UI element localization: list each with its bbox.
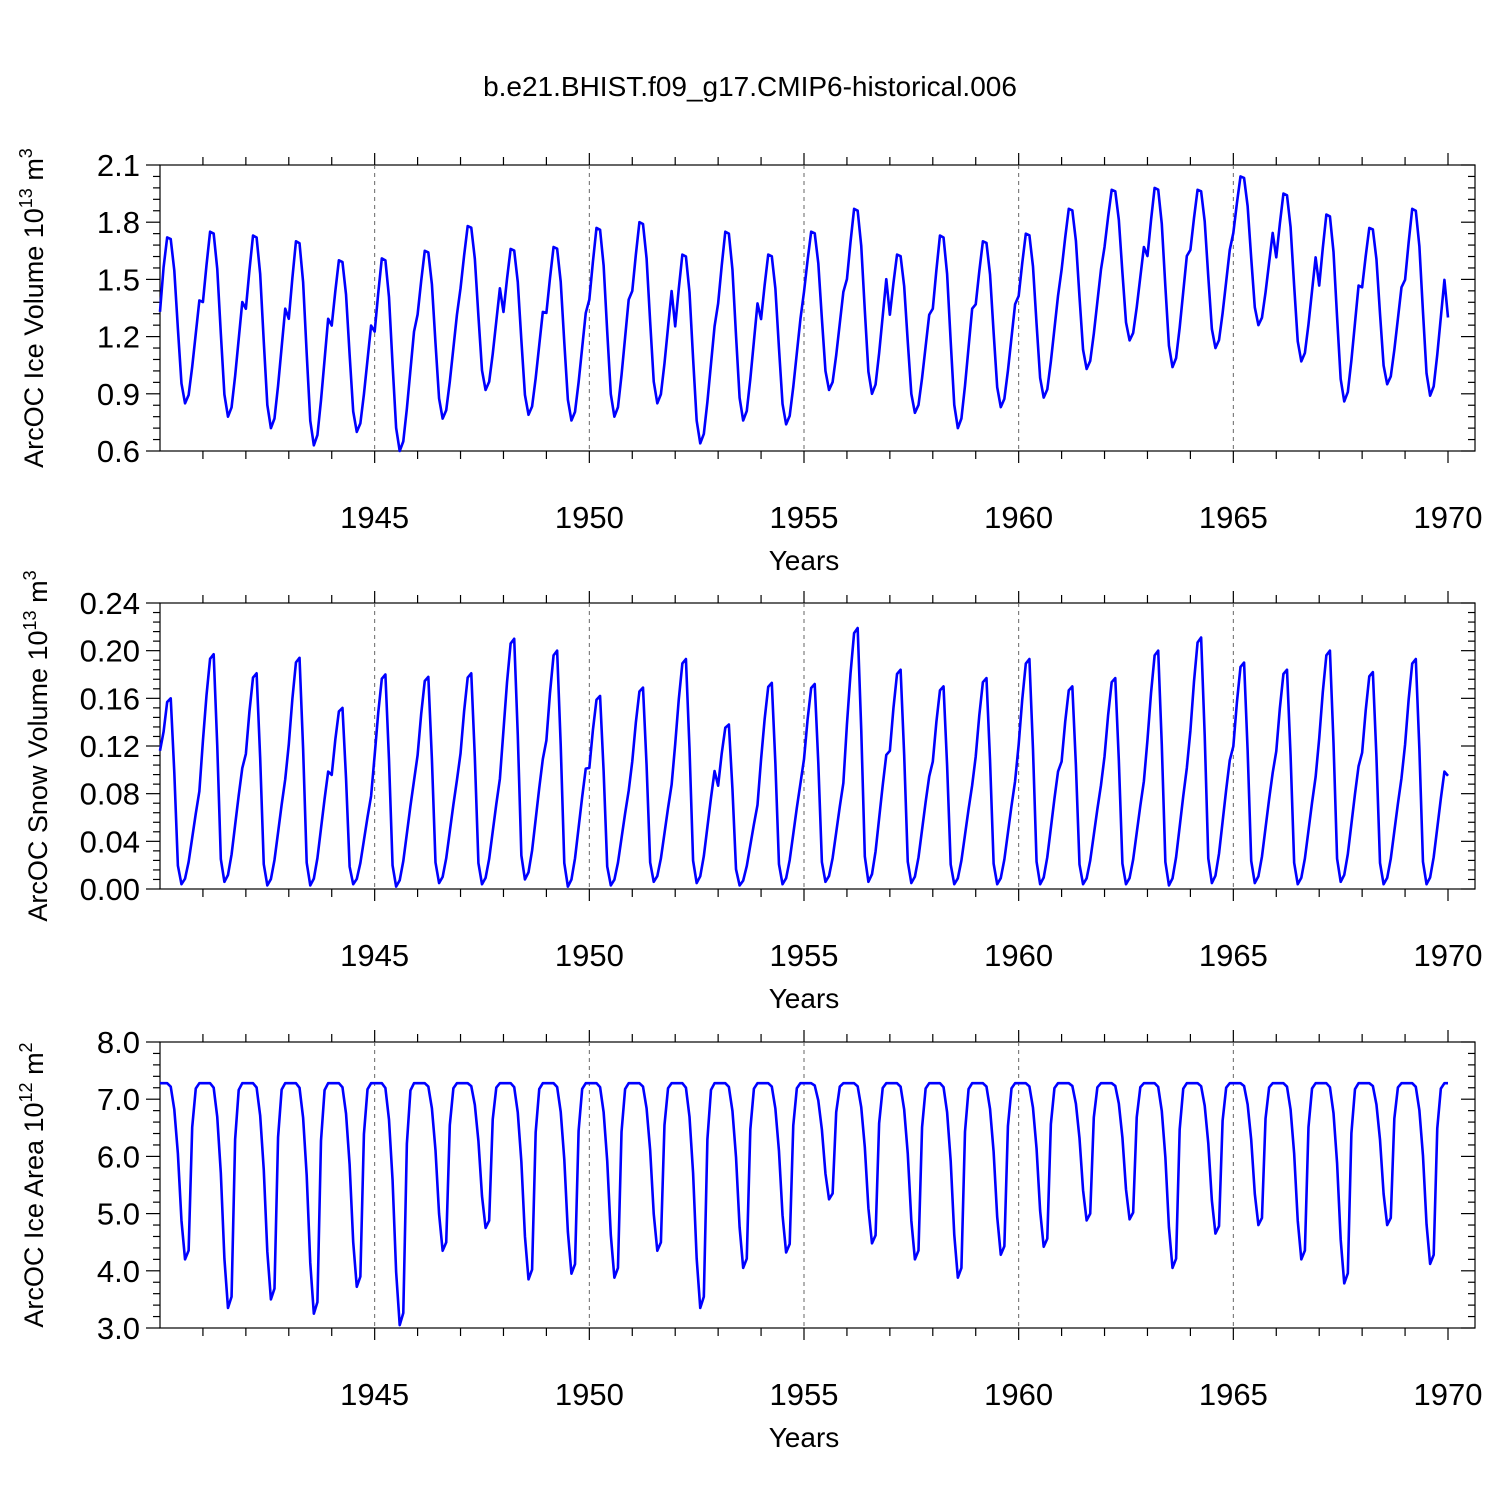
ice-area-y-tick-label: 8.0	[97, 1025, 140, 1060]
snow-volume-x-tick-label: 1950	[555, 938, 624, 973]
ice-area-x-tick-label: 1970	[1414, 1377, 1483, 1412]
ice-area-x-tick-label: 1960	[984, 1377, 1053, 1412]
ice-area-y-tick-label: 7.0	[97, 1082, 140, 1117]
ice-volume-series-line	[158, 175, 1450, 453]
snow-volume-x-axis-label: Years	[769, 983, 840, 1014]
ice-area-x-tick-label: 1950	[555, 1377, 624, 1412]
ice-volume-y-tick-label: 1.5	[97, 262, 140, 297]
ice-area-panel: 3.0 4.0 5.0 6.0 7.0 8.0 1945 1950 1955 1960 1965 19…	[16, 1025, 1482, 1453]
ice-volume-y-tick-label: 1.8	[97, 205, 140, 240]
snow-volume-x-tick-label: 1970	[1414, 938, 1483, 973]
snow-volume-y-tick-label: 0.24	[80, 586, 140, 621]
snow-volume-x-tick-label: 1945	[340, 938, 409, 973]
snow-volume-series-line	[158, 626, 1449, 888]
ice-volume-x-tick-label: 1950	[555, 500, 624, 535]
ice-volume-y-tick-label: 0.9	[97, 377, 140, 412]
snow-volume-panel: 0.00 0.04 0.08 0.12 0.16 0.20 0.24 1945 1950 1955…	[20, 570, 1482, 1014]
ice-area-y-tick-label: 5.0	[97, 1197, 140, 1232]
ice-volume-x-tick-label: 1965	[1199, 500, 1268, 535]
ice-area-x-tick-label: 1955	[770, 1377, 839, 1412]
ice-volume-y-tick-label: 2.1	[97, 148, 140, 183]
snow-volume-x-tick-label: 1955	[770, 938, 839, 973]
ice-volume-y-tick-label: 1.2	[97, 320, 140, 355]
ice-volume-y-tick-label: 0.6	[97, 434, 140, 469]
snow-volume-x-tick-label: 1960	[984, 938, 1053, 973]
ice-area-x-tick-label: 1945	[340, 1377, 409, 1412]
ice-volume-panel: 0.6 0.9 1.2 1.5 1.8 2.1 1945 1950 1955 1960 1965 19…	[16, 148, 1482, 576]
ice-volume-x-tick-label: 1955	[770, 500, 839, 535]
ice-volume-x-tick-label: 1945	[340, 500, 409, 535]
snow-volume-y-axis-label: ArcOC Snow Volume 1013 m3	[20, 570, 53, 921]
ice-area-y-axis-label: ArcOC Ice Area 1012 m2	[16, 1042, 49, 1327]
ice-volume-x-tick-label: 1970	[1414, 500, 1483, 535]
ice-area-plot-frame	[159, 1041, 1476, 1329]
ice-area-series-line	[160, 1081, 1448, 1327]
snow-volume-y-tick-label: 0.00	[80, 872, 140, 907]
ice-volume-y-axis-label: ArcOC Ice Volume 1013 m3	[16, 148, 49, 468]
snow-volume-y-tick-label: 0.16	[80, 681, 140, 716]
snow-volume-y-tick-label: 0.20	[80, 634, 140, 669]
snow-volume-y-tick-label: 0.12	[80, 729, 140, 764]
ice-area-x-tick-label: 1965	[1199, 1377, 1268, 1412]
snow-volume-y-tick-label: 0.04	[80, 824, 140, 859]
ice-volume-x-axis-label: Years	[769, 545, 840, 576]
ice-area-y-tick-label: 4.0	[97, 1254, 140, 1289]
ice-volume-plot-frame	[159, 164, 1476, 452]
ice-area-x-axis-label: Years	[769, 1422, 840, 1453]
snow-volume-x-tick-label: 1965	[1199, 938, 1268, 973]
ice-area-y-tick-label: 3.0	[97, 1311, 140, 1346]
ice-volume-x-tick-label: 1960	[984, 500, 1053, 535]
figure-title: b.e21.BHIST.f09_g17.CMIP6-historical.006	[483, 71, 1017, 102]
snow-volume-y-tick-label: 0.08	[80, 777, 140, 812]
ice-area-y-tick-label: 6.0	[97, 1139, 140, 1174]
